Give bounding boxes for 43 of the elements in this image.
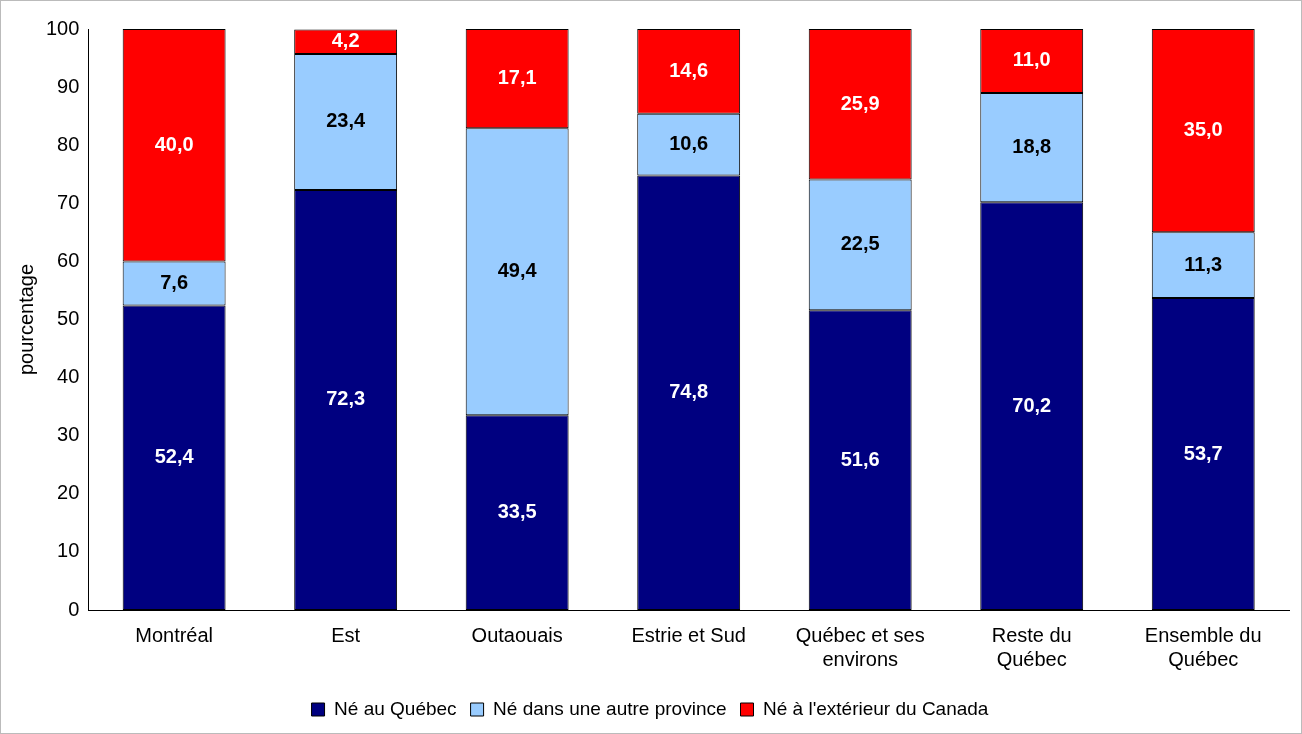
data-label: 53,7 [1183, 441, 1223, 464]
data-label: 49,4 [497, 259, 538, 282]
data-label: 25,9 [840, 91, 880, 114]
y-tick-label: 100 [45, 16, 80, 39]
y-tick-label: 0 [68, 597, 80, 620]
y-tick-label: 90 [57, 74, 80, 97]
legend-label: Né au Québec [334, 697, 457, 719]
data-label: 40,0 [154, 132, 194, 155]
data-label: 74,8 [669, 380, 709, 403]
y-axis-title: pourcentage [14, 263, 37, 376]
x-tick-label: Outaouais [471, 623, 563, 646]
data-label: 18,8 [1012, 135, 1052, 158]
x-tick-label: Estrie et Sud [631, 623, 746, 646]
data-label: 10,6 [669, 132, 709, 155]
y-tick-label: 30 [57, 423, 80, 446]
data-label: 35,0 [1183, 118, 1223, 141]
data-label: 22,5 [840, 232, 880, 255]
y-tick-label: 80 [57, 132, 80, 155]
data-label: 11,3 [1184, 252, 1223, 275]
x-tick-label: Ensemble du Québec [1144, 623, 1262, 670]
data-label: 4,2 [331, 29, 360, 52]
data-label: 33,5 [497, 500, 537, 523]
data-label: 72,3 [326, 387, 366, 410]
data-label: 17,1 [497, 66, 537, 89]
x-tick-label: Reste du Québec [991, 623, 1072, 670]
x-tick-label: Est [331, 623, 361, 646]
data-label: 51,6 [840, 447, 880, 470]
legend-label: Né à l'extérieur du Canada [763, 697, 989, 719]
y-tick-label: 40 [57, 365, 80, 388]
x-tick-label: Québec et ses environs [795, 623, 925, 670]
x-tick-label: Montréal [135, 623, 214, 646]
data-label: 7,6 [160, 270, 189, 293]
y-tick-label: 20 [57, 481, 80, 504]
data-label: 23,4 [326, 109, 366, 132]
data-label: 52,4 [154, 445, 195, 468]
y-tick-label: 60 [57, 248, 80, 271]
data-label: 14,6 [669, 58, 709, 81]
y-tick-label: 50 [57, 307, 80, 330]
y-tick-label: 70 [57, 190, 80, 213]
data-label: 70,2 [1012, 393, 1052, 416]
y-tick-label: 10 [57, 539, 80, 562]
legend-label: Né dans une autre province [493, 697, 727, 719]
data-label: 11,0 [1012, 48, 1051, 71]
